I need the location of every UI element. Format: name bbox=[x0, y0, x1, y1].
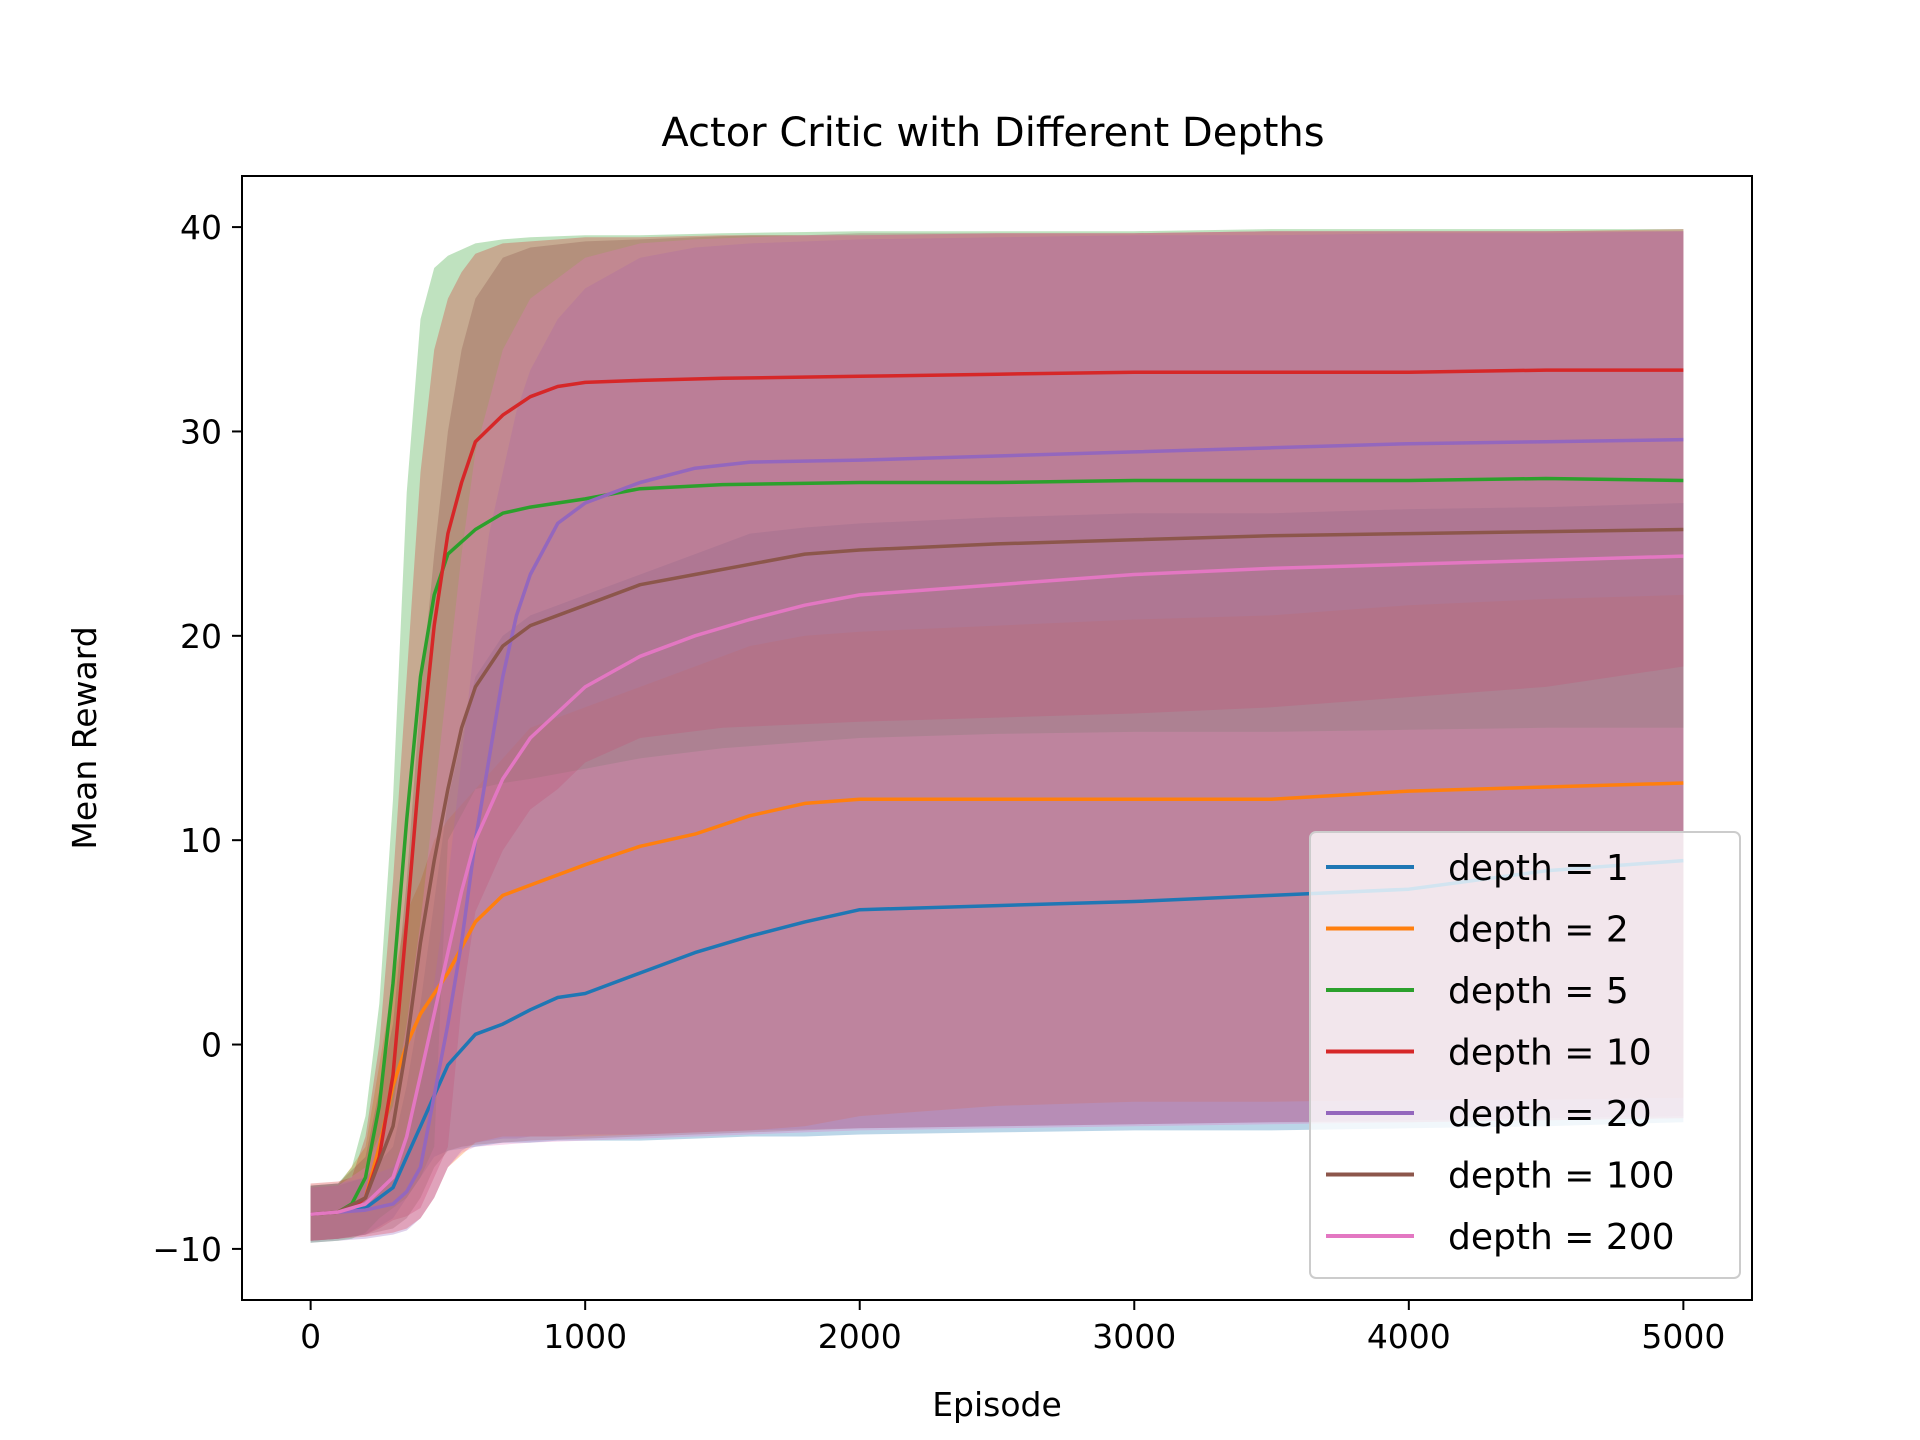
line-series-1 bbox=[310, 858, 1684, 1216]
x-tick-label: 1000 bbox=[543, 1317, 627, 1356]
x-tick-label: 5000 bbox=[1641, 1317, 1725, 1356]
line-series-5 bbox=[310, 437, 1684, 1216]
legend-label-3: depth = 5 bbox=[1448, 971, 1629, 1012]
x-axis: 0 1000 2000 3000 4000 5000 bbox=[300, 1300, 1725, 1356]
legend-label-6: depth = 100 bbox=[1448, 1156, 1675, 1197]
y-tick-label: 30 bbox=[180, 412, 222, 451]
plot-frame bbox=[241, 175, 1753, 1301]
y-tick-label: −10 bbox=[152, 1230, 222, 1269]
line-series-3 bbox=[310, 476, 1684, 1216]
line-series-4 bbox=[310, 368, 1684, 1216]
line-series-6 bbox=[310, 527, 1684, 1216]
legend-label-4: depth = 10 bbox=[1448, 1033, 1652, 1074]
legend-label-7: depth = 200 bbox=[1448, 1217, 1675, 1258]
chart-title: Actor Critic with Different Depths bbox=[661, 110, 1324, 156]
legend-label-5: depth = 20 bbox=[1448, 1094, 1652, 1135]
x-tick-label: 3000 bbox=[1092, 1317, 1176, 1356]
series-lines bbox=[310, 368, 1684, 1216]
line-series-7 bbox=[310, 554, 1684, 1216]
y-axis: −10 0 10 20 30 40 bbox=[152, 208, 242, 1269]
y-tick-label: 40 bbox=[180, 208, 222, 247]
legend-label-2: depth = 2 bbox=[1448, 910, 1629, 951]
x-tick-label: 2000 bbox=[818, 1317, 902, 1356]
x-tick-label: 0 bbox=[300, 1317, 321, 1356]
y-tick-label: 20 bbox=[180, 617, 222, 656]
x-axis-label: Episode bbox=[932, 1385, 1062, 1424]
legend-label-1: depth = 1 bbox=[1448, 848, 1629, 889]
y-tick-label: 10 bbox=[180, 821, 222, 860]
x-tick-label: 4000 bbox=[1367, 1317, 1451, 1356]
legend-box bbox=[1309, 831, 1741, 1279]
y-axis-label: Mean Reward bbox=[65, 626, 104, 849]
y-tick-label: 0 bbox=[201, 1026, 222, 1065]
legend: depth = 1 depth = 2 depth = 5 depth = 10 dep… bbox=[1309, 831, 1741, 1279]
band-series-3 bbox=[310, 229, 1684, 1243]
